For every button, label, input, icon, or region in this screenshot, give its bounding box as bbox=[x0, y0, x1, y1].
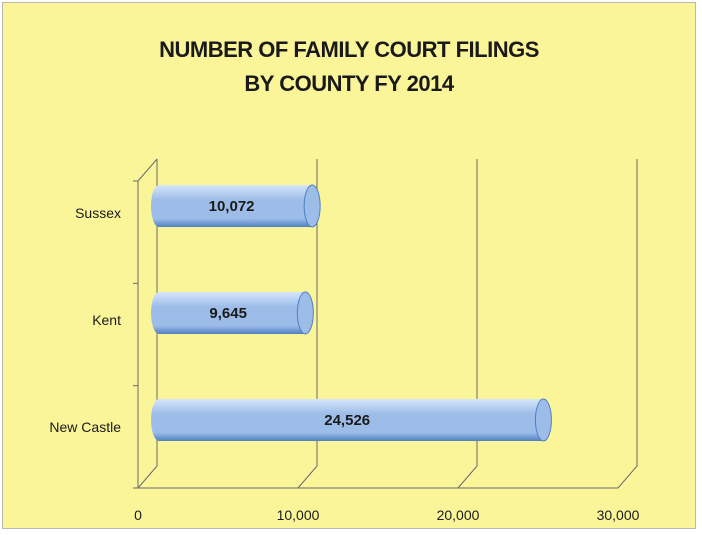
chart-title-line-2: BY COUNTY FY 2014 bbox=[244, 71, 454, 96]
x-tick-label-3: 30,000 bbox=[597, 507, 640, 523]
data-label-1: 9,645 bbox=[209, 305, 247, 322]
data-label-2: 24,526 bbox=[324, 412, 370, 429]
bar-new-castle bbox=[151, 399, 552, 441]
plot-area: 0 10,000 20,000 30,000 10,072 Sussex 9,645 Kent… bbox=[49, 158, 640, 523]
floor-gridline-1 bbox=[297, 465, 318, 489]
category-label-2: New Castle bbox=[49, 419, 121, 435]
bar-cap-2 bbox=[534, 398, 552, 442]
left-wall-top bbox=[137, 158, 158, 182]
data-label-0: 10,072 bbox=[209, 198, 255, 215]
bar-kent bbox=[151, 292, 314, 334]
x-tick-label-0: 0 bbox=[134, 507, 142, 523]
chart-title-line-1: NUMBER OF FAMILY COURT FILINGS bbox=[159, 37, 539, 62]
floor-gridline-2 bbox=[457, 465, 478, 489]
x-tick-label-1: 10,000 bbox=[277, 507, 320, 523]
bar-cap-0 bbox=[303, 184, 321, 228]
category-label-1: Kent bbox=[92, 312, 121, 328]
chart-area: NUMBER OF FAMILY COURT FILINGS BY COUNTY… bbox=[2, 2, 696, 529]
bar-sussex bbox=[151, 185, 321, 227]
category-label-0: Sussex bbox=[75, 205, 121, 221]
floor-gridline-0 bbox=[137, 465, 158, 489]
bar-cap-1 bbox=[296, 291, 314, 335]
x-tick-label-2: 20,000 bbox=[437, 507, 480, 523]
floor-gridline-3 bbox=[617, 465, 638, 489]
chart-title: NUMBER OF FAMILY COURT FILINGS BY COUNTY… bbox=[3, 33, 695, 101]
